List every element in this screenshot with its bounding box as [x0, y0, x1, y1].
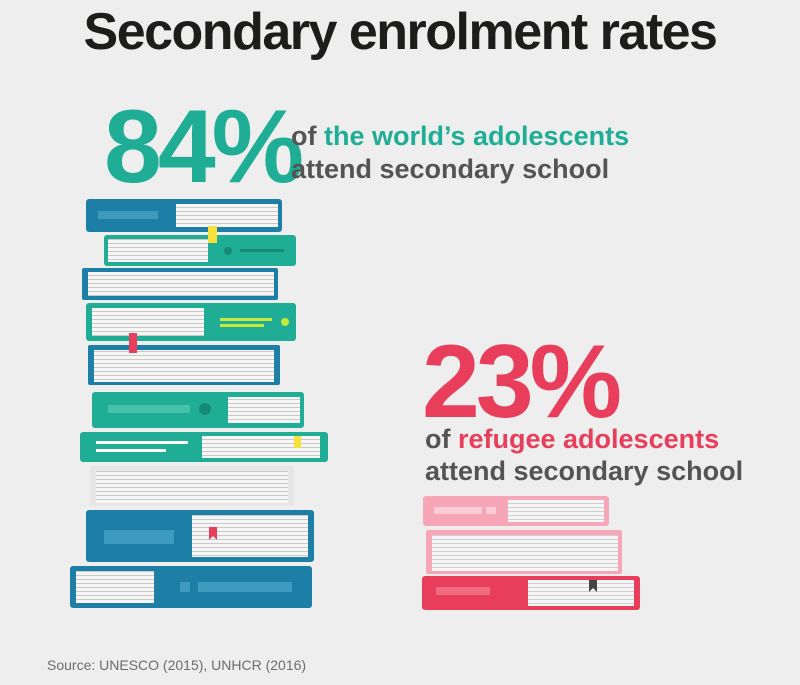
source-note: Source: UNESCO (2015), UNHCR (2016) [47, 657, 307, 673]
book-teal-2 [86, 303, 296, 341]
book-pink-1 [423, 496, 609, 526]
refugee-caption-line2: attend secondary school [425, 456, 744, 486]
book-blue-2 [86, 510, 314, 562]
book-pages-2 [88, 333, 280, 385]
book-pages-pink [426, 530, 622, 574]
refugee-percent: 23% [422, 324, 622, 440]
world-caption-line2: attend secondary school [291, 154, 610, 184]
world-percent: 84% [104, 89, 304, 205]
page-title: Secondary enrolment rates [83, 3, 718, 61]
world-caption-prefix: of [291, 121, 324, 151]
book-teal-1 [104, 226, 296, 266]
refugee-caption-line1: of refugee adolescents [425, 424, 719, 455]
book-stack-icon [70, 199, 328, 608]
book-red-1 [422, 576, 640, 610]
world-caption-line1: of the world’s adolescents [291, 121, 629, 152]
book-teal-3 [92, 392, 304, 428]
refugee-caption-highlight: refugee adolescents [458, 424, 720, 454]
book-blue-3 [70, 566, 312, 608]
book-blue-1 [86, 199, 282, 232]
book-teal-4 [80, 432, 328, 462]
world-caption-highlight: the world’s adolescents [324, 121, 630, 151]
book-pages-3 [90, 466, 294, 506]
refugee-caption-prefix: of [425, 424, 458, 454]
book-pages-1 [82, 268, 278, 300]
book-stack-icon [422, 496, 640, 610]
